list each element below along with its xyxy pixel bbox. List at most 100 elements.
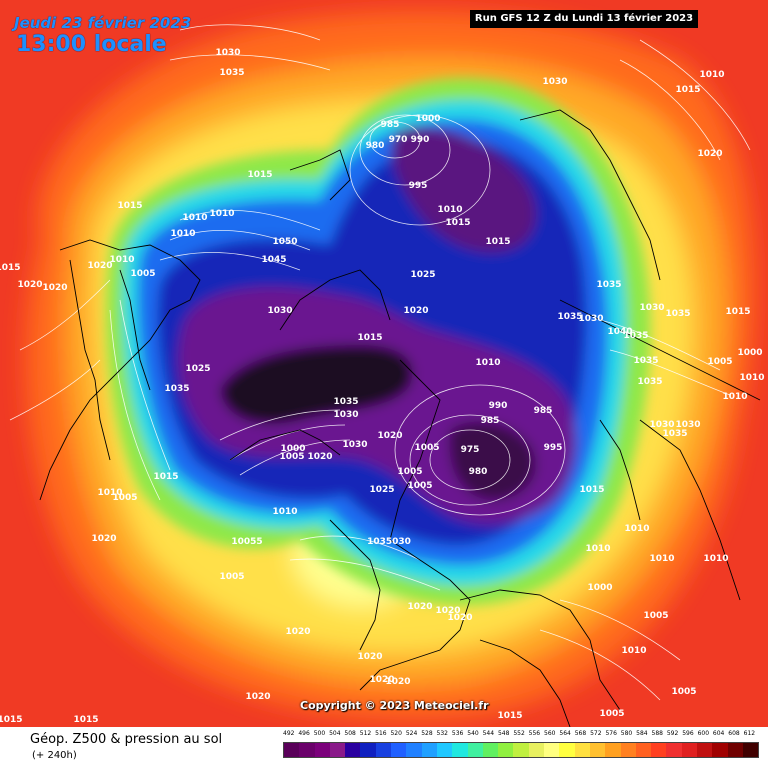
scale-swatch bbox=[299, 743, 315, 757]
isobar-label: 1015 bbox=[0, 715, 23, 725]
isobar-label: 1010 bbox=[722, 392, 747, 402]
isobar-label: 1020 bbox=[435, 606, 460, 616]
scale-labels: 492 496 500 504 508 512 516 520 524 528 532 536 540 5… bbox=[283, 730, 759, 740]
isobar-label: 1020 bbox=[697, 149, 722, 159]
isobar-label: 1010 bbox=[739, 373, 764, 383]
scale-bar bbox=[283, 742, 759, 758]
isobar-label: 1000 bbox=[587, 583, 612, 593]
isobar-label: 990 bbox=[411, 135, 430, 145]
scale-label: 612 bbox=[743, 730, 756, 737]
isobar-label: 1030 bbox=[267, 306, 292, 316]
scale-swatch bbox=[482, 743, 499, 757]
scale-label: 596 bbox=[682, 730, 694, 737]
isobar-label: 995 bbox=[544, 443, 563, 453]
scale-swatch bbox=[666, 743, 682, 757]
isobar-label: 10055 bbox=[231, 537, 262, 547]
isobar-label: 1005 bbox=[130, 269, 155, 279]
isobar-label: 995 bbox=[409, 181, 428, 191]
scale-label: 540 bbox=[467, 730, 479, 737]
isobar-label: 1015 bbox=[579, 485, 604, 495]
isobar-lines bbox=[9, 24, 751, 701]
scale-label: 492 bbox=[283, 730, 295, 737]
scale-label: 560 bbox=[544, 730, 556, 737]
isobar-label: 1020 bbox=[357, 652, 382, 662]
isobar-label: 1020 bbox=[17, 280, 42, 290]
scale-swatch bbox=[528, 743, 545, 757]
weather-map: 1030 1035 1030 1010 1015 1000 985 980 970 990 1020… bbox=[0, 0, 768, 727]
isobar-label: 1045 bbox=[261, 255, 286, 265]
isobar-label: 1010 bbox=[272, 507, 297, 517]
isobar-label: 1035 bbox=[557, 312, 582, 322]
scale-label: 508 bbox=[344, 730, 356, 737]
color-scale: 492 496 500 504 508 512 516 520 524 528 532 536 540 5… bbox=[283, 730, 759, 758]
copyright-text: Copyright © 2023 Meteociel.fr bbox=[300, 699, 489, 712]
scale-label: 512 bbox=[359, 730, 372, 737]
scale-label: 556 bbox=[528, 730, 541, 737]
forecast-time: 13:00 locale bbox=[16, 32, 167, 57]
isobar-label: 1020 bbox=[87, 261, 112, 271]
isobar-label: 1015 bbox=[725, 307, 750, 317]
scale-swatch bbox=[360, 743, 376, 757]
isobar-label: 980 bbox=[469, 467, 488, 477]
isobar-label: 1005 bbox=[599, 709, 624, 719]
scale-swatch bbox=[620, 743, 636, 757]
isobar-label: 1035 bbox=[637, 377, 662, 387]
isobar-label: 1010 bbox=[649, 554, 674, 564]
scale-swatch bbox=[498, 743, 514, 757]
isobar-label: 1030 bbox=[342, 440, 367, 450]
scale-label: 544 bbox=[482, 730, 495, 737]
isobar-label: 1020 bbox=[91, 534, 116, 544]
isobar-label: 1030 bbox=[542, 77, 567, 87]
scale-swatch bbox=[697, 743, 713, 757]
scale-swatch bbox=[467, 743, 483, 757]
isobar-label: 980 bbox=[366, 141, 385, 151]
isobar-label: 1000 bbox=[415, 114, 440, 124]
scale-swatch bbox=[406, 743, 422, 757]
scale-swatch bbox=[345, 743, 361, 757]
scale-swatch bbox=[742, 743, 759, 757]
isobar-label: 1040 bbox=[607, 327, 632, 337]
scale-label: 604 bbox=[712, 730, 725, 737]
isobar-label: 1030 bbox=[333, 410, 358, 420]
isobar-label: 970 bbox=[389, 135, 408, 145]
isobar-label: 985 bbox=[481, 416, 500, 426]
scale-swatch bbox=[375, 743, 392, 757]
isobar-label: 1010 bbox=[699, 70, 724, 80]
isobar-label: 1035 bbox=[662, 429, 687, 439]
isobar-label: 1030 bbox=[639, 303, 664, 313]
isobar-label: 1035 bbox=[633, 356, 658, 366]
isobar-label: 990 bbox=[489, 401, 508, 411]
isobar-label: 1020 bbox=[377, 431, 402, 441]
isobar-label: 985 bbox=[381, 120, 400, 130]
isobar-label: 1010 bbox=[182, 213, 207, 223]
scale-swatch bbox=[605, 743, 621, 757]
scale-swatch bbox=[284, 743, 300, 757]
scale-swatch bbox=[314, 743, 330, 757]
isobar-label: 1015 bbox=[485, 237, 510, 247]
isobar-label: 1020 bbox=[369, 675, 394, 685]
isobar-label: 1020 bbox=[245, 692, 270, 702]
isobar-label: 1010 bbox=[109, 255, 134, 265]
isobar-label: 1020 bbox=[403, 306, 428, 316]
isobar-label: 1005 bbox=[279, 452, 304, 462]
isobar-label: 1010 bbox=[209, 209, 234, 219]
isobar-label: 1015 bbox=[497, 711, 522, 721]
isobar-label: 1005 bbox=[397, 467, 422, 477]
scale-label: 600 bbox=[697, 730, 710, 737]
model-run-label: Run GFS 12 Z du Lundi 13 février 2023 bbox=[470, 10, 698, 28]
isobar-label: 1035 bbox=[219, 68, 244, 78]
isobar-label: 985 bbox=[534, 406, 553, 416]
isobar-label: 1035 bbox=[164, 384, 189, 394]
scale-label: 568 bbox=[574, 730, 587, 737]
scale-swatch bbox=[635, 743, 652, 757]
scale-label: 592 bbox=[666, 730, 679, 737]
isobar-label: 1020 bbox=[385, 677, 410, 687]
scale-label: 500 bbox=[313, 730, 326, 737]
scale-swatch bbox=[589, 743, 606, 757]
isobar-label: 1015 bbox=[445, 218, 470, 228]
isobar-label: 1000 bbox=[737, 348, 762, 358]
zone-dark-violet bbox=[449, 421, 536, 501]
scale-label: 584 bbox=[636, 730, 648, 737]
isobar-label: 1015 bbox=[153, 472, 178, 482]
